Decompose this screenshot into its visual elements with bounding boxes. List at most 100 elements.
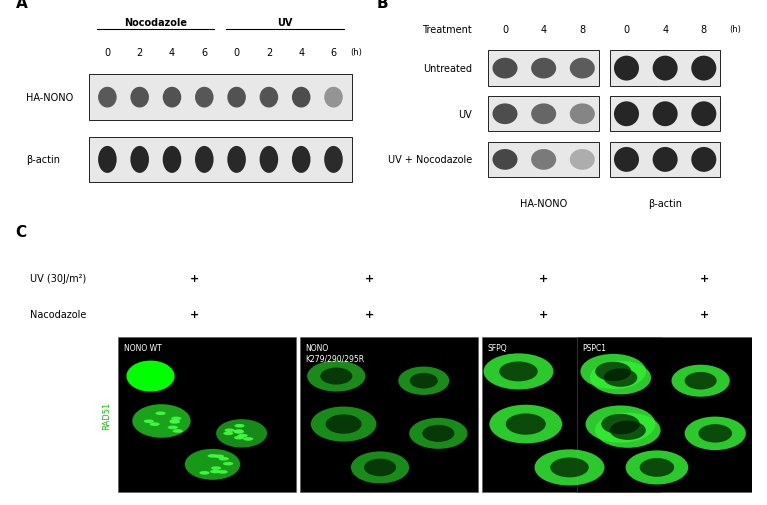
Ellipse shape [614,147,639,173]
Ellipse shape [259,146,278,174]
Ellipse shape [227,146,246,174]
Ellipse shape [604,369,637,387]
Text: 0: 0 [233,47,239,58]
Ellipse shape [653,102,678,127]
Text: 4: 4 [298,47,304,58]
Ellipse shape [219,457,229,461]
Bar [482,338,660,492]
Ellipse shape [223,432,233,435]
Text: 8: 8 [579,25,585,35]
Text: Nocodazole: Nocodazole [124,18,187,28]
Text: Nacodazole: Nacodazole [30,310,87,320]
Text: UV (30J/m²): UV (30J/m²) [30,274,87,283]
Ellipse shape [225,429,235,432]
Ellipse shape [492,59,518,79]
Text: NONO
K279/290/295R: NONO K279/290/295R [306,343,365,363]
Text: +: + [539,274,548,283]
Ellipse shape [499,362,538,382]
Ellipse shape [214,454,224,458]
Ellipse shape [311,407,377,442]
Ellipse shape [234,436,244,439]
Ellipse shape [171,417,181,420]
Bar [89,137,352,183]
Ellipse shape [614,102,639,127]
Ellipse shape [208,454,218,458]
Text: B: B [376,0,388,11]
Ellipse shape [98,88,117,108]
Text: HA-NONO: HA-NONO [520,198,568,209]
Text: 6: 6 [331,47,337,58]
Text: β-actin: β-actin [26,155,61,165]
Ellipse shape [325,415,362,434]
Text: (h): (h) [351,48,362,57]
Ellipse shape [691,147,716,173]
Text: 4: 4 [662,25,668,35]
Ellipse shape [423,425,454,442]
Text: RAD51: RAD51 [102,401,111,429]
Ellipse shape [170,419,179,423]
Ellipse shape [173,429,183,433]
Ellipse shape [699,424,732,443]
Ellipse shape [653,147,678,173]
Bar [489,52,599,86]
Text: +: + [364,274,374,283]
Ellipse shape [292,146,311,174]
Text: 4: 4 [541,25,547,35]
Ellipse shape [570,104,595,125]
Text: +: + [364,310,374,320]
Text: SFPQ: SFPQ [488,343,508,352]
Text: (h): (h) [729,25,742,34]
Ellipse shape [492,149,518,171]
Text: Untreated: Untreated [423,64,472,74]
Ellipse shape [590,361,651,394]
Ellipse shape [614,57,639,81]
Text: UV: UV [278,18,293,28]
Ellipse shape [398,367,449,395]
Text: Treatment: Treatment [422,25,472,35]
Ellipse shape [570,59,595,79]
Ellipse shape [163,88,181,108]
Ellipse shape [410,418,468,449]
Ellipse shape [671,365,729,397]
Ellipse shape [195,88,213,108]
Bar [610,97,720,132]
Text: +: + [700,274,709,283]
Ellipse shape [259,88,278,108]
Text: 6: 6 [201,47,207,58]
Ellipse shape [163,146,181,174]
Ellipse shape [585,406,656,443]
Ellipse shape [531,104,556,125]
Ellipse shape [531,59,556,79]
Text: HA-NONO: HA-NONO [26,93,74,103]
Ellipse shape [550,458,589,477]
Ellipse shape [626,450,688,484]
Text: 2: 2 [265,47,272,58]
Ellipse shape [685,372,716,390]
Ellipse shape [238,434,248,437]
Ellipse shape [640,458,674,477]
Ellipse shape [595,413,660,448]
Bar [89,75,352,121]
Ellipse shape [601,414,640,434]
Ellipse shape [168,426,178,429]
Bar [610,52,720,86]
Text: 0: 0 [502,25,508,35]
Bar [118,338,296,492]
Ellipse shape [211,467,221,470]
Ellipse shape [216,419,267,447]
Ellipse shape [351,451,410,483]
Ellipse shape [489,405,562,443]
Ellipse shape [685,417,746,450]
Ellipse shape [410,373,438,389]
Text: 2: 2 [137,47,143,58]
Ellipse shape [505,414,546,435]
Text: +: + [700,310,709,320]
Ellipse shape [199,471,209,475]
Text: UV: UV [458,110,472,120]
Ellipse shape [130,88,149,108]
Ellipse shape [143,420,154,423]
Ellipse shape [324,88,343,108]
Ellipse shape [210,470,220,473]
Text: 4: 4 [169,47,175,58]
Text: 0: 0 [104,47,110,58]
